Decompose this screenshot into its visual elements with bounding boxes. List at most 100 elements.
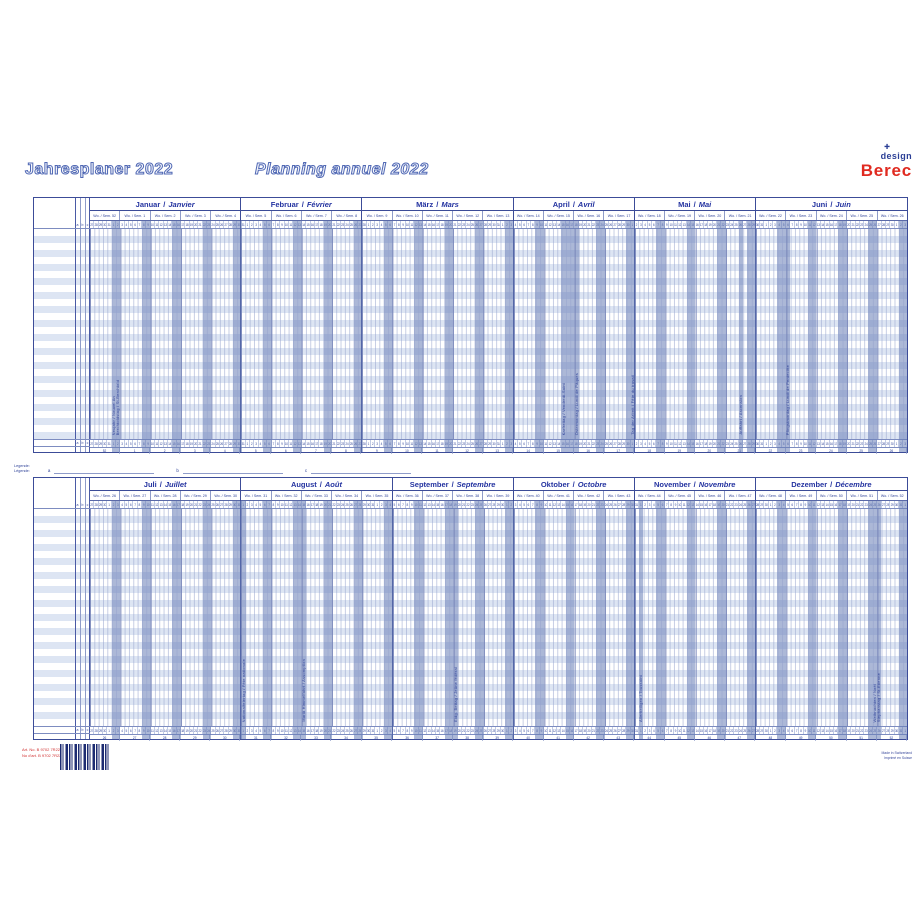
weekend-stripe [565, 501, 575, 739]
holiday-label: Ostermontag / Lundi de Pâques [573, 372, 579, 435]
day-cell: 21 [851, 221, 856, 228]
month-name-de: August [290, 479, 317, 489]
day-cell: 1 [769, 727, 774, 734]
month-name-fr: Juin [835, 199, 851, 209]
legend-label-de: Legende: [14, 464, 30, 468]
month-juli: Juli / Juillet Wo. / Sem. 26 Wo. / Sem. 27 Wo… [90, 478, 242, 741]
day-cell: 14 [557, 221, 562, 228]
day-cell: 23 [462, 440, 467, 447]
month-name-separator: / [301, 199, 304, 209]
day-cell: 28 [622, 501, 627, 508]
legend-label-fr: Légende: [14, 469, 30, 473]
month-header: März / Mars [362, 198, 513, 211]
month-name-separator: / [572, 479, 575, 489]
day-cell: 28 [94, 221, 99, 228]
day-cell: 22 [457, 221, 462, 228]
day-cell: 2 [774, 501, 778, 508]
day-cell: 13 [816, 221, 821, 228]
weekend-stripe [686, 221, 696, 452]
day-cell: 15 [427, 221, 432, 228]
day-cell: 27 [224, 221, 229, 228]
day-cell: 6 [397, 501, 402, 508]
day-cell: 8 [406, 501, 410, 508]
day-cell: 8 [795, 221, 800, 228]
marker-column-b: b [81, 441, 84, 445]
month-name-separator: / [830, 199, 833, 209]
day-cell: 30 [890, 221, 895, 228]
weekend-stripe [202, 221, 212, 452]
marker-column-a: a [76, 223, 79, 227]
day-cell: 8 [800, 727, 804, 734]
day-cell: 24 [211, 221, 216, 228]
day-cell: 29 [362, 727, 367, 734]
day-cell: 7 [665, 501, 670, 508]
week-header-row: Wo. / Sem. 48 Wo. / Sem. 49 Wo. / Sem. 50 W… [755, 491, 908, 501]
week-cell: Wo. / Sem. 5 [241, 211, 272, 220]
day-cell: 4 [255, 727, 259, 734]
day-cell: 5 [518, 221, 523, 228]
day-cell: 23 [860, 440, 865, 447]
day-cell: 26 [215, 501, 220, 508]
day-cell: 23 [864, 501, 869, 508]
day-cell: 29 [496, 727, 501, 734]
day-cell: 18 [319, 440, 324, 447]
day-cell: 12 [159, 440, 164, 447]
day-cell: 31 [241, 221, 246, 228]
day-cell: 19 [847, 501, 852, 508]
weekend-stripe [475, 221, 484, 452]
weekend-stripe [142, 221, 151, 452]
day-cell: 31 [760, 440, 765, 447]
day-cell: 10 [803, 221, 808, 228]
weekend-stripe [868, 221, 878, 452]
day-cell: 28 [224, 501, 229, 508]
day-cell: 18 [181, 501, 186, 508]
month-juni: Juni / Juin Wo. / Sem. 22 Wo. / Sem. 23 Wo. /… [755, 198, 908, 454]
day-cell: 6 [129, 727, 134, 734]
day-cell: 29 [886, 440, 891, 447]
day-cell: 11 [682, 501, 687, 508]
day-cell: 29 [362, 501, 367, 508]
day-cell: 14 [695, 727, 700, 734]
week-header-row: Wo. / Sem. 44 Wo. / Sem. 45 Wo. / Sem. 46 W… [634, 491, 755, 501]
column-divider [85, 478, 86, 739]
stripes-layer [241, 501, 393, 739]
logo-design-text: design [880, 151, 912, 161]
berec-logo: ✚ design Berec [861, 144, 912, 179]
day-cell: 20 [189, 727, 194, 734]
day-cell: 29 [886, 221, 891, 228]
month-header: April / Avril [513, 198, 634, 211]
day-cell: 25 [215, 440, 220, 447]
week-cell: Wo. / Sem. 10 [393, 211, 423, 220]
weekend-stripe [444, 501, 454, 739]
day-cell: 4 [125, 440, 129, 447]
week-cell: Wo. / Sem. 34 [332, 491, 363, 500]
day-cell: 10 [669, 221, 674, 228]
week-cell: Wo. / Sem. 23 [786, 211, 817, 220]
weekend-stripe [626, 501, 635, 739]
day-cell: 11 [673, 221, 678, 228]
day-cell: 30 [764, 727, 769, 734]
column-divider [75, 478, 76, 739]
day-cell: 20 [851, 727, 856, 734]
day-cell: 20 [189, 501, 194, 508]
weekend-stripe [838, 221, 847, 452]
day-cell: 30 [894, 727, 900, 734]
day-cell: 13 [557, 727, 562, 734]
month-name-fr: Décembre [835, 479, 872, 489]
day-cell: 25 [609, 727, 614, 734]
day-cell: 29 [98, 727, 103, 734]
day-cell: 19 [708, 221, 713, 228]
day-cell: 22 [860, 501, 865, 508]
day-cell: 5 [129, 221, 134, 228]
month-name-de: Februar [270, 199, 299, 209]
holiday-label: Karfreitag / Vendredi-Saint [560, 382, 566, 435]
day-cell: 14 [163, 727, 168, 734]
day-cell: 15 [825, 440, 830, 447]
column-divider [89, 478, 90, 739]
day-cell: 5 [393, 727, 397, 734]
day-cell: 30 [500, 727, 506, 734]
month-header: Juni / Juin [755, 198, 908, 211]
day-cell: 28 [94, 727, 99, 734]
day-cell: 28 [483, 221, 488, 228]
